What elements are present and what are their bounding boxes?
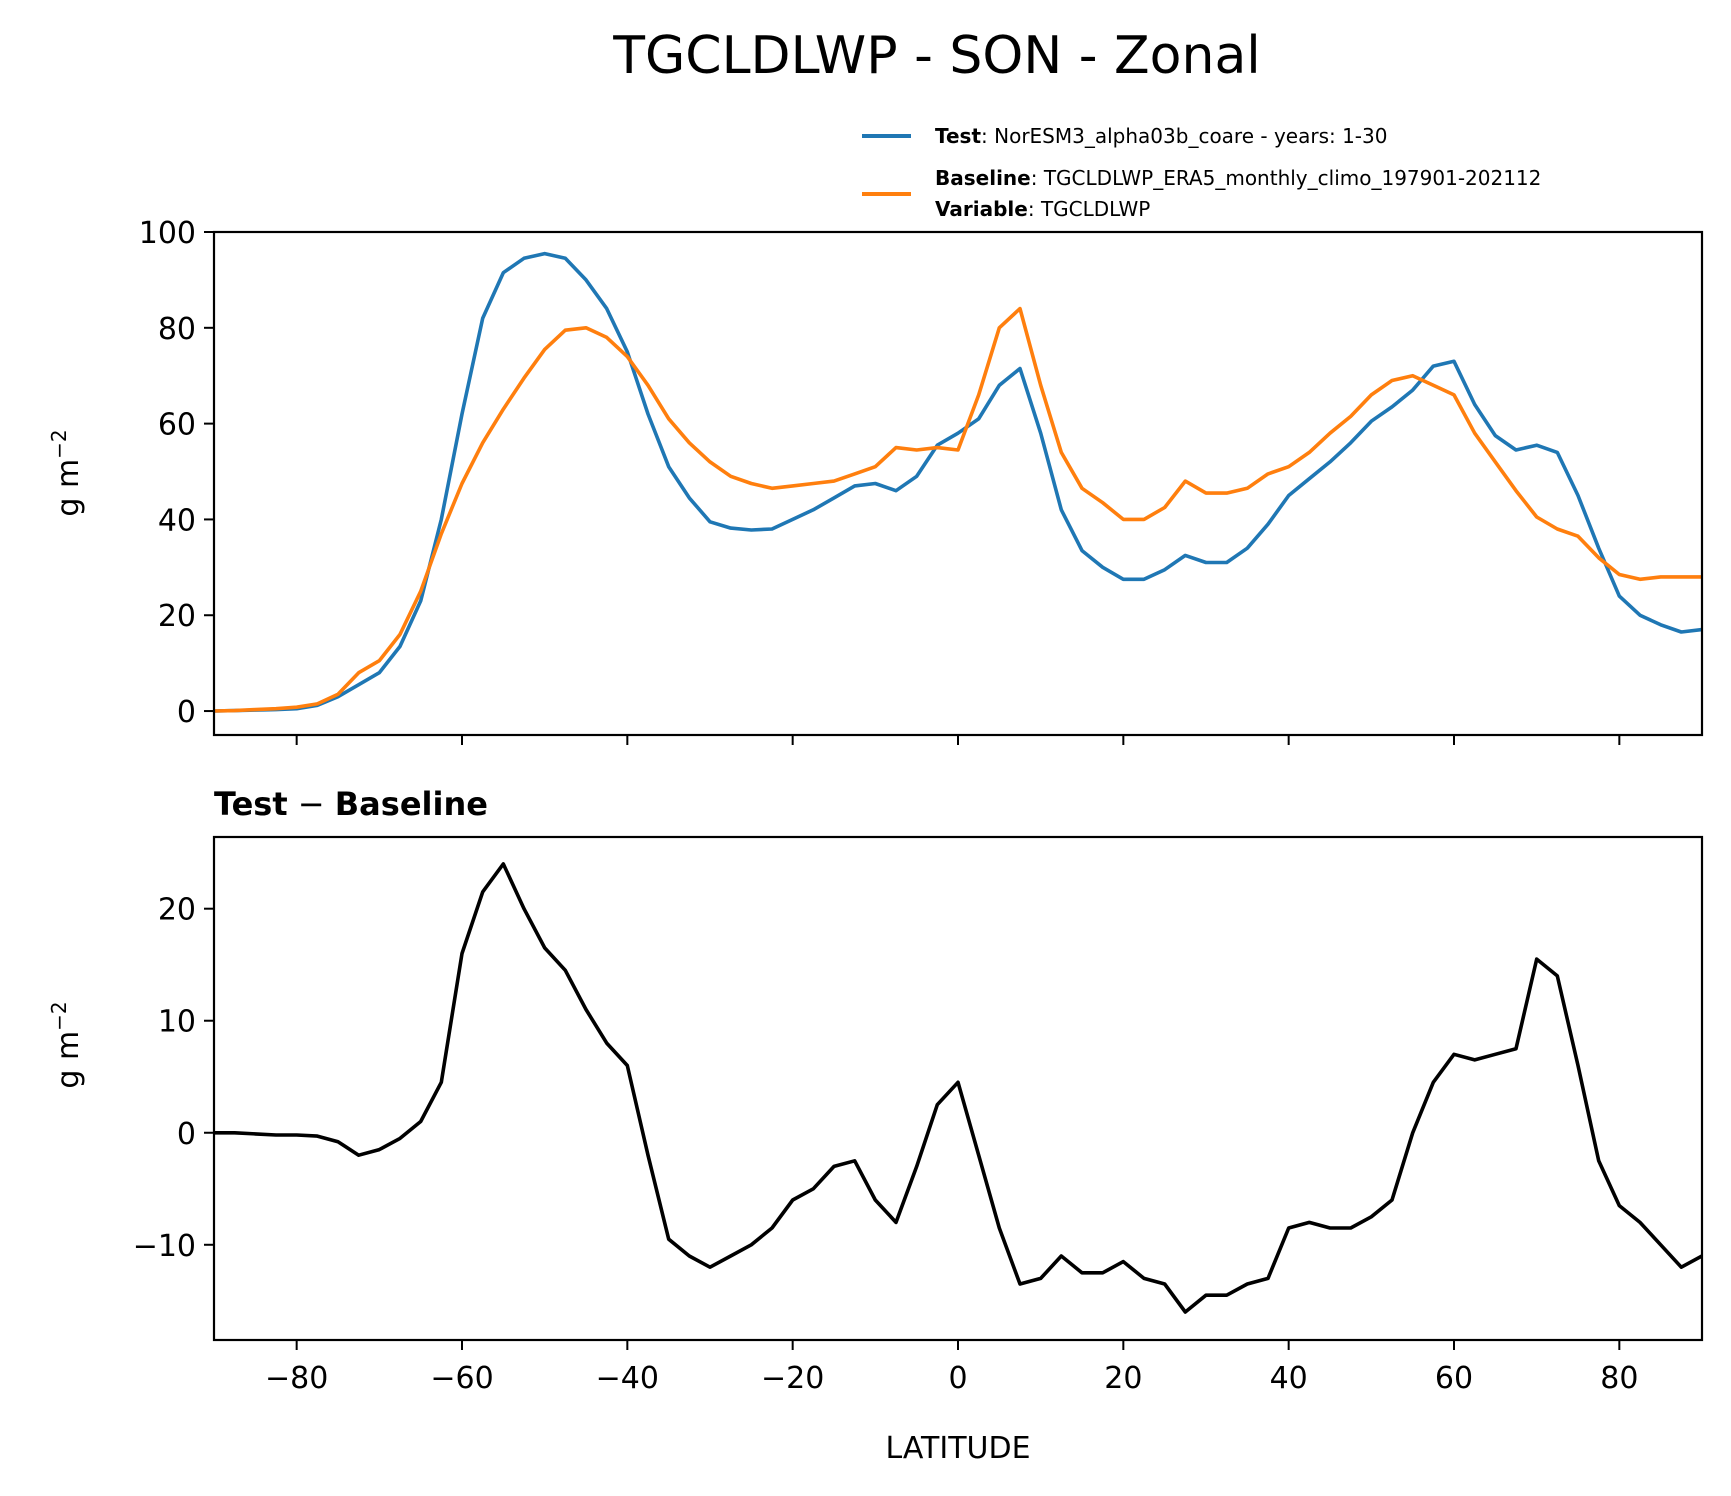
top-ytick-label: 40: [158, 503, 196, 538]
bottom-ytick-label: 10: [158, 1005, 196, 1040]
bottom-y-axis-label: g m−2: [47, 1001, 86, 1088]
bottom-xtick-label: −60: [430, 1361, 493, 1396]
bottom-xtick-label: −40: [596, 1361, 659, 1396]
series-line-test-baseline: [214, 862, 1702, 1314]
top-axes-frame: [212, 230, 1704, 737]
top-ytick-label: 20: [158, 599, 196, 634]
series-line-baseline: [214, 306, 1702, 713]
legend-baseline-sep: :: [1031, 166, 1044, 190]
legend-variable-label: TGCLDLWP: [1040, 197, 1150, 221]
bottom-xtick-label: 0: [948, 1361, 967, 1396]
bottom-panel-title: Test − Baseline: [214, 785, 488, 823]
legend-baseline-label: TGCLDLWP_ERA5_monthly_climo_197901-20211…: [1043, 166, 1542, 190]
legend-test-label: NorESM3_alpha03b_coare - years: 1-30: [994, 124, 1387, 148]
bottom-ylabel-superscript: −2: [47, 1001, 71, 1030]
top-x-axis: [295, 735, 1621, 745]
top-ylabel-base: g m: [51, 459, 86, 517]
bottom-ytick-label: −10: [133, 1229, 196, 1264]
bottom-xtick-label: −80: [265, 1361, 328, 1396]
legend-test-entry: Test: NorESM3_alpha03b_coare - years: 1-…: [935, 124, 1387, 148]
bottom-title-operator: −: [288, 785, 335, 823]
series-line-test: [214, 251, 1702, 713]
bottom-y-axis: −10 0 10 20: [133, 893, 214, 1264]
bottom-xtick-label: 40: [1270, 1361, 1308, 1396]
legend-variable-entry: Variable: TGCLDLWP: [935, 197, 1150, 221]
top-y-axis: 0 20 40 60 80 100: [139, 216, 214, 730]
bottom-ytick-label: 0: [177, 1117, 196, 1152]
bottom-plot-area: [214, 862, 1702, 1314]
top-plot-area: [214, 251, 1702, 713]
bottom-x-axis: −80 −60 −40 −20 0 20 40 60 80: [265, 1340, 1638, 1396]
top-ytick-label: 0: [177, 695, 196, 730]
top-ytick-label: 100: [139, 216, 196, 251]
figure-title: TGCLDLWP - SON - Zonal: [612, 26, 1261, 86]
top-ytick-label: 80: [158, 312, 196, 347]
top-y-axis-label: g m−2: [47, 429, 86, 516]
bottom-xtick-label: −20: [761, 1361, 824, 1396]
legend-variable-sep: :: [1028, 197, 1041, 221]
bottom-ytick-label: 20: [158, 893, 196, 928]
legend: Test: NorESM3_alpha03b_coare - years: 1-…: [862, 124, 1541, 221]
legend-test-sep: :: [981, 124, 994, 148]
bottom-title-right: Baseline: [335, 785, 488, 823]
legend-test-key: Test: [935, 124, 981, 148]
top-panel: 0 20 40 60 80 100 g m−2: [47, 216, 1704, 745]
top-ytick-label: 60: [158, 408, 196, 443]
legend-variable-key: Variable: [935, 197, 1028, 221]
bottom-xtick-label: 20: [1104, 1361, 1142, 1396]
bottom-axes-frame: [212, 835, 1704, 1342]
bottom-ylabel-base: g m: [51, 1031, 86, 1089]
top-ylabel-superscript: −2: [47, 429, 71, 458]
legend-baseline-entry: Baseline: TGCLDLWP_ERA5_monthly_climo_19…: [935, 166, 1541, 190]
bottom-title-left: Test: [214, 785, 288, 823]
x-axis-label: LATITUDE: [885, 1431, 1030, 1466]
bottom-xtick-label: 80: [1600, 1361, 1638, 1396]
bottom-xtick-label: 60: [1435, 1361, 1473, 1396]
legend-baseline-key: Baseline: [935, 166, 1031, 190]
